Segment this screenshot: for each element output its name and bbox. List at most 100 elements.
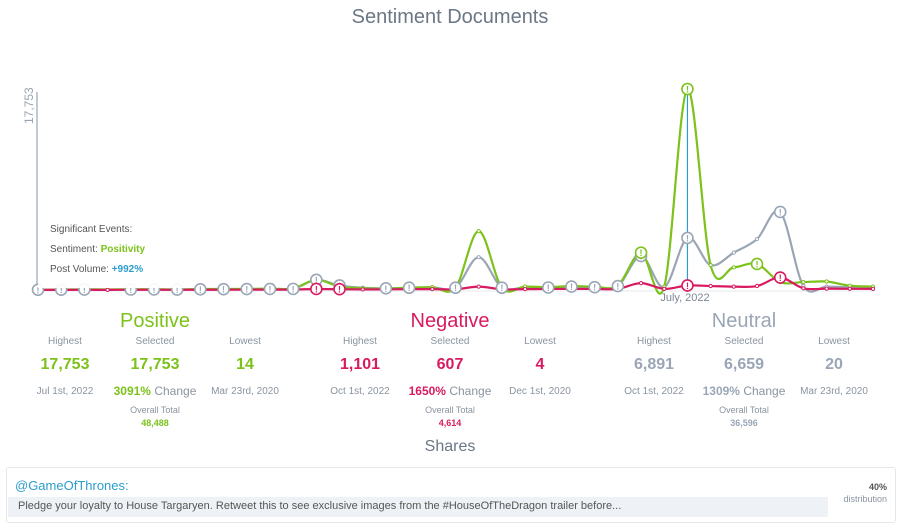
exclamation-icon: ! <box>83 285 86 295</box>
exclamation-icon: ! <box>686 233 689 243</box>
negative-data-point <box>731 284 736 289</box>
negative-event-marker[interactable]: ! <box>773 271 787 284</box>
negative-selected: Selected 607 <box>405 336 495 374</box>
neutral-event-marker[interactable]: ! <box>402 281 416 295</box>
neutral-title: Neutral <box>711 310 777 332</box>
negative-highest-value: 1,101 <box>339 356 381 373</box>
event-marker-ring <box>402 281 416 295</box>
neutral-data-point <box>476 255 481 260</box>
neutral-event-marker[interactable]: ! <box>379 282 393 295</box>
positive-lowest-value: 14 <box>236 356 254 373</box>
negative-data-point <box>662 286 667 291</box>
exclamation-icon: ! <box>547 283 550 293</box>
neutral-event-marker[interactable]: ! <box>194 283 207 296</box>
neutral-event-marker[interactable]: ! <box>286 282 300 296</box>
negative-data-point <box>360 287 365 292</box>
positive-highest-date: Jul 1st, 2022 <box>36 386 94 397</box>
positive-change: 3091% Change <box>113 384 197 398</box>
exclamation-icon: ! <box>315 284 318 294</box>
chart-title: Sentiment Documents <box>351 6 549 28</box>
neutral-highest: Highest 6,891 Oct 1st, 2022 <box>609 336 699 397</box>
positive-event-marker[interactable]: ! <box>681 82 694 96</box>
neutral-event-marker[interactable]: ! <box>681 231 694 245</box>
positive-lowest: Lowest 14 Mar 23rd, 2020 <box>200 336 290 397</box>
negative-data-point <box>801 286 806 291</box>
share-text-bar: Pledge your loyalty to House Targaryen. … <box>8 497 828 517</box>
neutral-overall-total: 36,596 <box>730 418 758 428</box>
negative-event-marker[interactable]: ! <box>310 282 323 296</box>
share-distribution-label: distribution <box>843 494 887 504</box>
share-handle-link[interactable]: @GameOfThrones: <box>15 478 129 493</box>
negative-overall-total: 4,614 <box>438 418 462 428</box>
significant-events-tooltip: Significant Events: Sentiment: Positivit… <box>38 212 188 288</box>
event-marker-ring <box>611 279 625 293</box>
exclamation-icon: ! <box>408 283 411 293</box>
y-axis-max-label: 17,753 <box>22 87 36 124</box>
exclamation-icon: ! <box>60 285 63 295</box>
tooltip-sentiment-value: Positivity <box>100 244 146 255</box>
positive-data-point <box>824 279 829 284</box>
exclamation-icon: ! <box>779 207 782 217</box>
neutral-stats: Neutral Highest 6,891 Oct 1st, 2022 Sele… <box>609 308 879 438</box>
x-axis-date-label: July, 2022 <box>660 292 710 304</box>
negative-data-point <box>105 287 110 292</box>
event-marker-ring <box>379 282 393 295</box>
exclamation-icon: ! <box>245 285 248 295</box>
neutral-event-marker[interactable]: ! <box>773 205 787 219</box>
sentiment-chart: !!!!!!!!!!!!!!!!!!!!!!!!!!!!!!! <box>31 82 876 297</box>
neutral-event-marker[interactable]: ! <box>217 282 230 296</box>
negative-data-point <box>638 281 644 286</box>
neutral-event-marker[interactable]: ! <box>588 280 601 294</box>
shares-title: Shares <box>424 438 476 455</box>
share-card[interactable]: @GameOfThrones: Pledge your loyalty to H… <box>6 467 896 523</box>
event-marker-ring <box>565 280 578 293</box>
neutral-event-marker[interactable]: ! <box>611 279 625 293</box>
event-marker-ring <box>217 282 230 296</box>
tooltip-volume-value: +992% <box>111 264 144 275</box>
positive-event-marker[interactable]: ! <box>634 246 648 259</box>
negative-data-point <box>824 286 829 291</box>
exclamation-icon: ! <box>756 259 759 269</box>
negative-highest: Highest 1,101 Oct 1st, 2022 <box>315 336 405 397</box>
neutral-data-point <box>731 250 736 255</box>
neutral-event-marker[interactable]: ! <box>263 282 277 296</box>
event-marker-ring <box>681 82 694 96</box>
exclamation-icon: ! <box>152 285 155 295</box>
exclamation-icon: ! <box>222 285 225 295</box>
neutral-event-marker[interactable]: ! <box>449 281 462 295</box>
negative-data-point <box>430 286 435 292</box>
positive-lowest-date: Mar 23rd, 2020 <box>211 386 279 397</box>
event-marker-ring <box>333 282 346 296</box>
neutral-event-marker[interactable]: ! <box>541 281 555 294</box>
negative-data-point <box>476 284 481 289</box>
exclamation-icon: ! <box>686 85 689 95</box>
positive-selected-value: 17,753 <box>130 356 180 373</box>
event-marker-ring <box>263 282 277 296</box>
positive-data-point <box>731 265 736 270</box>
exclamation-icon: ! <box>454 283 457 293</box>
event-marker-ring <box>750 257 764 271</box>
negative-lowest: Lowest 4 Dec 1st, 2020 <box>495 336 585 397</box>
negative-event-marker[interactable]: ! <box>681 279 694 292</box>
negative-overall: Overall Total 4,614 <box>315 405 585 428</box>
exclamation-icon: ! <box>292 284 295 294</box>
positive-event-marker[interactable]: ! <box>750 257 764 271</box>
negative-event-marker[interactable]: ! <box>333 282 346 296</box>
tooltip-sentiment: Sentiment: Positivity <box>50 244 146 255</box>
positive-overall: Overall Total 48,488 <box>20 405 290 428</box>
neutral-change: 1309% Change <box>702 384 786 398</box>
negative-lowest-value: 4 <box>535 356 545 373</box>
positive-data-point <box>476 229 481 234</box>
neutral-event-marker[interactable]: ! <box>495 281 509 295</box>
negative-lowest-date: Dec 1st, 2020 <box>509 386 571 397</box>
positive-stats: Positive Highest 17,753 Jul 1st, 2022 Se… <box>20 308 290 438</box>
neutral-event-marker[interactable]: ! <box>565 280 578 293</box>
exclamation-icon: ! <box>779 273 782 283</box>
neutral-overall: Overall Total 36,596 <box>609 405 879 428</box>
neutral-event-marker[interactable]: ! <box>240 282 254 296</box>
event-marker-ring <box>310 282 323 296</box>
negative-data-point <box>847 286 852 291</box>
exclamation-icon: ! <box>640 248 643 258</box>
positive-data-point <box>801 279 806 285</box>
exclamation-icon: ! <box>338 285 341 295</box>
